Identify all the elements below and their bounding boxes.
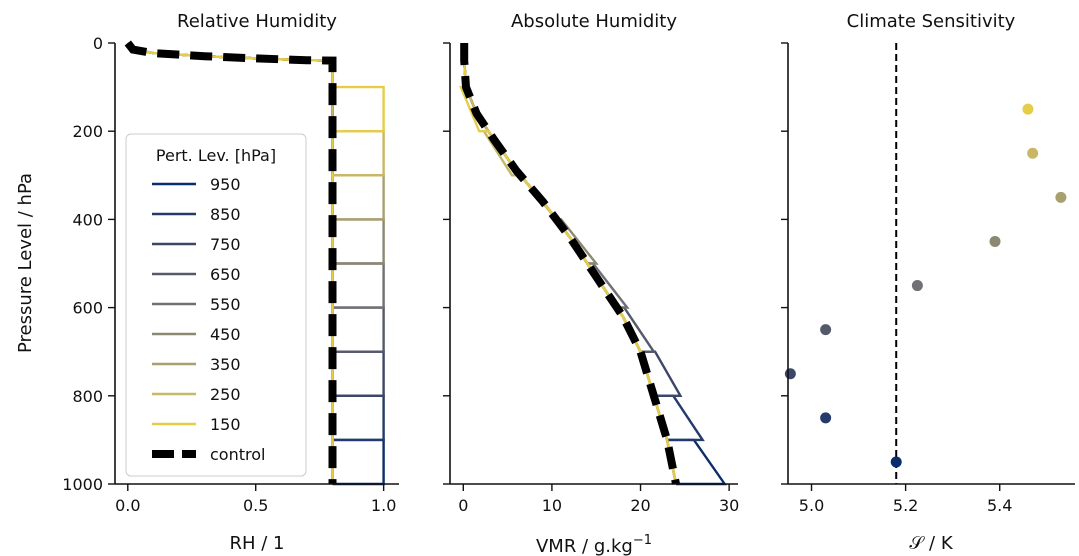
x-tick-label: 0.5 xyxy=(243,496,268,515)
perturbed-line-450 xyxy=(463,43,678,485)
legend-label-250: 250 xyxy=(210,385,241,404)
scatter-point-450 xyxy=(989,235,1001,247)
control-line xyxy=(460,43,680,485)
perturbed-line-150 xyxy=(459,43,678,485)
legend-label-950: 950 xyxy=(210,175,241,194)
x-tick-label: 0.0 xyxy=(115,496,140,515)
perturbed-line-250 xyxy=(463,43,678,485)
panel3-title: Climate Sensitivity xyxy=(847,11,1016,32)
control-line xyxy=(124,40,337,484)
scatter-point-550 xyxy=(911,280,923,292)
perturbed-line-650 xyxy=(463,43,678,485)
x-tick-label: 5.0 xyxy=(799,496,824,515)
y-tick-label: 1000 xyxy=(62,475,103,494)
legend-label-450: 450 xyxy=(210,325,241,344)
panel-absolute-humidity: Absolute Humidity 0 10 20 30 VMR / g.kg−1 xyxy=(443,11,739,556)
y-tick-label: 400 xyxy=(72,210,103,229)
legend-entries: 950 850 750 650 550 450 350 250 150 control xyxy=(152,175,265,464)
x-tick-label: 5.4 xyxy=(987,496,1012,515)
panel1-title: Relative Humidity xyxy=(177,11,337,32)
scatter-point-350 xyxy=(1055,191,1067,203)
x-tick-label: 1.0 xyxy=(371,496,396,515)
legend-label-650: 650 xyxy=(210,265,241,284)
panel2-xlabel-main: VMR / g.kg xyxy=(536,536,633,556)
y-tick-label: 800 xyxy=(72,387,103,406)
x-tick-label: 10 xyxy=(542,496,562,515)
panel2-axes: 0 10 20 30 xyxy=(443,42,739,515)
perturbed-line-750 xyxy=(463,43,683,485)
legend-label-750: 750 xyxy=(210,235,241,254)
x-tick-label: 30 xyxy=(719,496,739,515)
legend-label-550: 550 xyxy=(210,295,241,314)
perturbed-line-350 xyxy=(463,43,678,485)
scatter-point-850 xyxy=(820,412,832,424)
scatter-point-250 xyxy=(1027,147,1039,159)
perturbed-line-850 xyxy=(463,43,705,485)
panel3-data xyxy=(784,43,1067,484)
legend: Pert. Lev. [hPa] 950 850 750 650 550 450 350 25… xyxy=(125,133,307,477)
scatter-point-750 xyxy=(784,368,796,380)
panel3-xlabel: 𝒮 / K xyxy=(909,533,953,554)
panel1-axes: 0.0 0.5 1.0 0 200 400 600 800 1000 xyxy=(62,34,399,515)
perturbed-line-550 xyxy=(463,43,678,485)
panel1-xlabel: RH / 1 xyxy=(229,533,284,554)
y-tick-label: 0 xyxy=(93,34,103,53)
panel2-data xyxy=(459,43,728,486)
legend-title: Pert. Lev. [hPa] xyxy=(156,146,276,165)
panel3-axes: 5.0 5.2 5.4 xyxy=(781,42,1075,515)
panel-climate-sensitivity: Climate Sensitivity 5.0 5.2 5.4 𝒮 / K xyxy=(781,11,1075,554)
scatter-point-650 xyxy=(820,324,832,336)
x-tick-label: 5.2 xyxy=(893,496,918,515)
panel2-xlabel-sup: −1 xyxy=(633,533,652,548)
x-tick-label: 0 xyxy=(458,496,468,515)
scatter-point-950 xyxy=(890,456,902,468)
y-tick-label: 200 xyxy=(72,122,103,141)
legend-label-control: control xyxy=(210,445,265,464)
panel1-data xyxy=(124,40,385,486)
legend-label-850: 850 xyxy=(210,205,241,224)
perturbed-line-150 xyxy=(126,42,385,484)
legend-frame xyxy=(125,133,307,477)
x-tick-label: 20 xyxy=(630,496,650,515)
y-tick-label: 600 xyxy=(72,299,103,318)
panel1-ylabel: Pressure Level / hPa xyxy=(15,173,36,353)
panel-relative-humidity: Relative Humidity 0.0 0.5 1.0 0 200 400 600 800… xyxy=(15,11,399,554)
legend-label-350: 350 xyxy=(210,355,241,374)
legend-label-150: 150 xyxy=(210,415,241,434)
panel2-xlabel: VMR / g.kg−1 xyxy=(536,533,652,556)
panel2-title: Absolute Humidity xyxy=(511,11,677,32)
scatter-point-150 xyxy=(1022,103,1034,115)
